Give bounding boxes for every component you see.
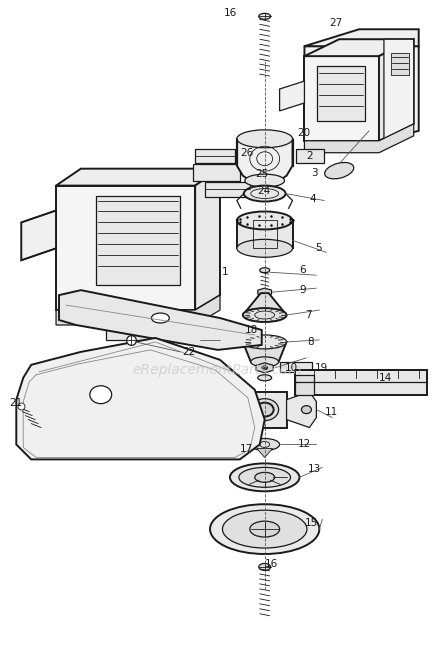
Text: 25: 25 (254, 169, 267, 179)
Ellipse shape (238, 467, 290, 487)
Polygon shape (304, 29, 418, 46)
Text: 9: 9 (299, 285, 306, 295)
Text: eReplacementParts.com: eReplacementParts.com (132, 363, 301, 377)
Polygon shape (204, 182, 249, 197)
Text: 16: 16 (223, 8, 237, 18)
Polygon shape (257, 288, 271, 296)
Polygon shape (195, 149, 234, 162)
Polygon shape (256, 363, 273, 373)
Polygon shape (256, 448, 272, 457)
Text: 6: 6 (299, 265, 306, 275)
Ellipse shape (237, 239, 292, 258)
Text: 18: 18 (244, 325, 257, 335)
Ellipse shape (250, 399, 278, 421)
Ellipse shape (237, 130, 292, 148)
Ellipse shape (258, 14, 270, 19)
Ellipse shape (242, 335, 286, 349)
Polygon shape (59, 290, 261, 350)
Ellipse shape (249, 521, 279, 537)
Text: 4: 4 (309, 193, 316, 204)
Ellipse shape (255, 402, 273, 417)
Ellipse shape (243, 186, 285, 201)
Text: 10: 10 (284, 363, 297, 373)
Ellipse shape (210, 504, 319, 554)
Polygon shape (105, 325, 175, 340)
Ellipse shape (249, 439, 279, 450)
Polygon shape (304, 46, 418, 146)
Text: 2: 2 (306, 151, 312, 160)
Bar (294, 375, 314, 395)
Polygon shape (237, 221, 292, 248)
Polygon shape (242, 293, 286, 315)
Polygon shape (304, 56, 378, 141)
Ellipse shape (217, 406, 227, 413)
Polygon shape (378, 39, 413, 141)
Text: 22: 22 (182, 347, 195, 357)
Polygon shape (237, 139, 292, 181)
Polygon shape (56, 295, 220, 325)
Ellipse shape (301, 406, 311, 413)
Text: 21: 21 (9, 398, 23, 408)
Text: 13: 13 (307, 465, 320, 474)
Polygon shape (304, 124, 413, 153)
Polygon shape (296, 149, 324, 162)
Text: 20: 20 (297, 128, 310, 138)
Polygon shape (286, 391, 316, 428)
Ellipse shape (222, 510, 306, 548)
Polygon shape (383, 39, 413, 139)
Ellipse shape (89, 386, 112, 404)
Bar (390, 53, 408, 75)
Polygon shape (279, 81, 304, 111)
Text: 27: 27 (329, 18, 342, 28)
Text: 26: 26 (239, 148, 253, 158)
Polygon shape (56, 169, 220, 186)
Ellipse shape (259, 268, 269, 273)
Polygon shape (242, 391, 286, 428)
Polygon shape (213, 391, 242, 428)
Polygon shape (242, 342, 286, 362)
Polygon shape (304, 39, 413, 56)
Ellipse shape (230, 463, 299, 491)
Polygon shape (279, 362, 312, 372)
Polygon shape (193, 164, 239, 181)
Ellipse shape (324, 162, 353, 179)
Text: 12: 12 (297, 439, 310, 450)
Text: 3: 3 (311, 168, 317, 178)
Polygon shape (294, 370, 426, 395)
Ellipse shape (244, 174, 284, 187)
Polygon shape (56, 186, 195, 310)
Bar (95, 195, 180, 285)
Text: 14: 14 (378, 373, 391, 383)
Bar (317, 66, 364, 121)
Text: 7: 7 (305, 310, 311, 320)
Ellipse shape (261, 366, 267, 370)
Text: 17: 17 (239, 444, 253, 454)
Text: 1: 1 (221, 267, 228, 277)
Polygon shape (16, 338, 264, 459)
Polygon shape (21, 210, 56, 260)
Ellipse shape (258, 564, 270, 571)
Ellipse shape (254, 472, 274, 482)
Ellipse shape (250, 357, 278, 367)
Ellipse shape (257, 375, 271, 380)
Ellipse shape (237, 212, 292, 230)
Text: 8: 8 (307, 337, 313, 347)
Text: 11: 11 (324, 406, 337, 417)
Text: 24: 24 (257, 186, 270, 195)
Text: 5: 5 (315, 243, 321, 254)
Ellipse shape (151, 313, 169, 323)
Text: 15: 15 (304, 518, 317, 528)
Ellipse shape (242, 308, 286, 322)
Polygon shape (195, 169, 220, 310)
Text: 19: 19 (314, 363, 327, 373)
Text: 16: 16 (264, 559, 277, 569)
